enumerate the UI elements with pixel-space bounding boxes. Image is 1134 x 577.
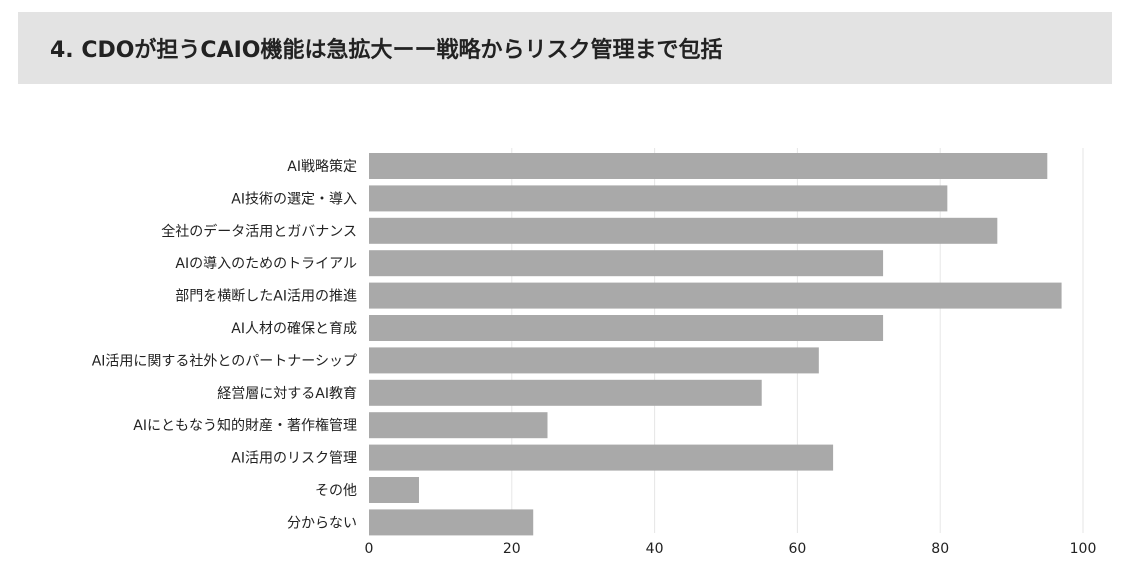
bar xyxy=(369,477,419,503)
bar xyxy=(369,379,762,406)
page-title: 4. CDOが担うCAIO機能は急拡大ーー戦略からリスク管理まで包括 xyxy=(50,38,723,63)
x-tick-label: 40 xyxy=(646,541,664,557)
bar xyxy=(369,153,1048,179)
category-label: AI活用に関する社外とのパートナーシップ xyxy=(92,353,357,369)
bar xyxy=(369,217,998,244)
bar xyxy=(369,509,534,536)
x-tick-label: 100 xyxy=(1070,541,1097,557)
bar xyxy=(369,444,834,471)
category-label: その他 xyxy=(315,483,357,499)
category-label: 分からない xyxy=(287,515,357,531)
bar xyxy=(369,347,819,374)
bar xyxy=(369,315,884,341)
category-label: 経営層に対するAI教育 xyxy=(217,386,357,402)
title-banner: 4. CDOが担うCAIO機能は急拡大ーー戦略からリスク管理まで包括 xyxy=(18,12,1112,84)
category-label: AI人材の確保と育成 xyxy=(231,321,357,337)
x-tick-label: 20 xyxy=(503,541,521,557)
x-tick-label: 60 xyxy=(788,541,806,557)
bar xyxy=(369,412,548,439)
category-label: AIにともなう知的財産・著作権管理 xyxy=(133,417,357,434)
x-tick-label: 80 xyxy=(931,541,949,557)
category-label: AI戦略策定 xyxy=(287,158,357,175)
category-label: AI活用のリスク管理 xyxy=(231,451,357,467)
category-label: 部門を横断したAI活用の推進 xyxy=(175,289,357,305)
bar xyxy=(369,250,884,277)
bar xyxy=(369,282,1062,309)
x-tick-label: 0 xyxy=(365,541,374,557)
bar xyxy=(369,185,948,212)
category-label: AIの導入のためのトライアル xyxy=(175,256,357,272)
category-label: AI技術の選定・導入 xyxy=(231,191,357,207)
category-label: 全社のデータ活用とガバナンス xyxy=(161,223,357,240)
